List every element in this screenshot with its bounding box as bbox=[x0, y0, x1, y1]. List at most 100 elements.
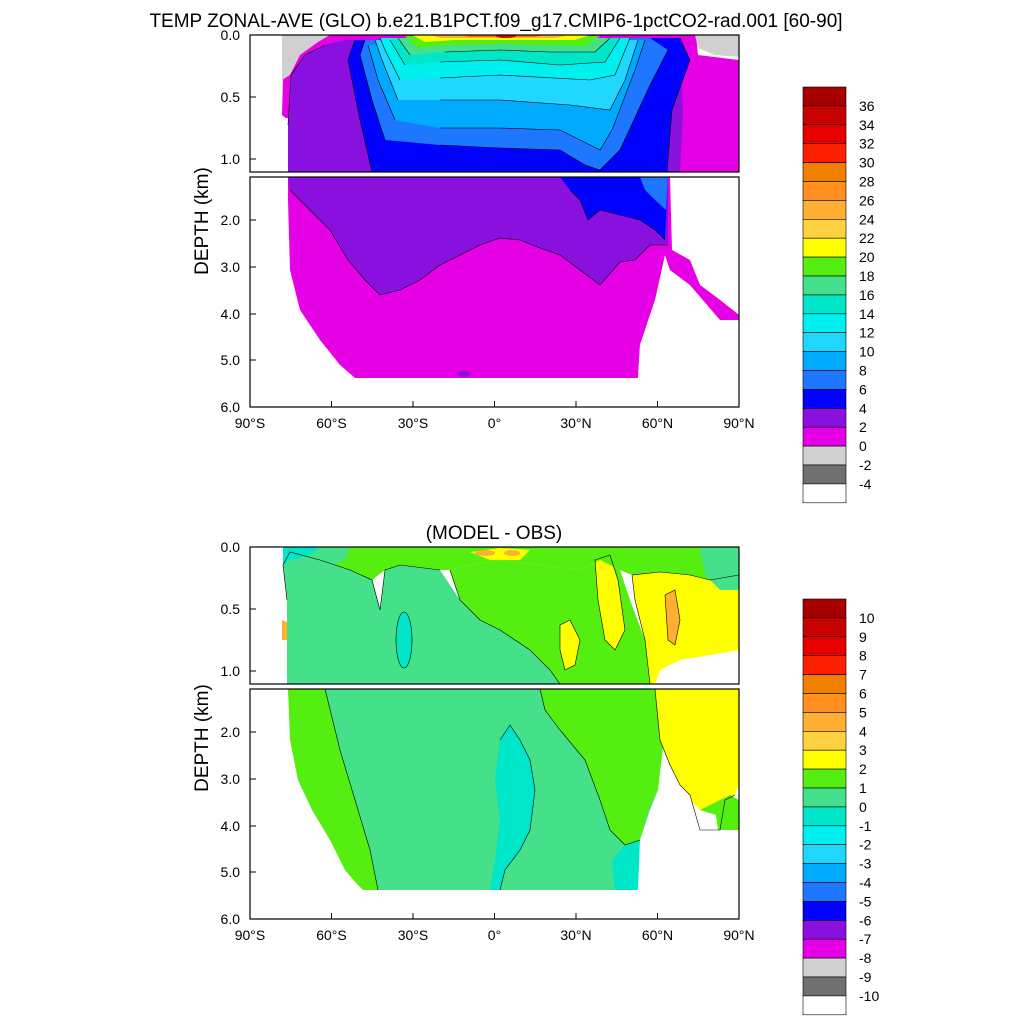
bias-region-2-3 bbox=[632, 572, 739, 684]
bias-colorbar-label: -5 bbox=[859, 893, 872, 909]
bias-ytick-label: 4.0 bbox=[221, 818, 241, 834]
bias-colorbar-label: 7 bbox=[859, 667, 867, 683]
temp-colorbar-label: 22 bbox=[859, 230, 875, 246]
temp-colorbar-label: 12 bbox=[859, 325, 875, 341]
temp-colorbar-label: 20 bbox=[859, 249, 875, 265]
bias-colorbar-label: -3 bbox=[859, 856, 872, 872]
temp-xtick-label: 0° bbox=[488, 415, 501, 431]
bias-colorbar-label: 5 bbox=[859, 704, 867, 720]
temp-colorbar-label: 16 bbox=[859, 287, 875, 303]
temp-colorbar-box bbox=[802, 370, 847, 390]
temp-colorbar-box bbox=[802, 389, 847, 409]
temp-ytick-label: 1.0 bbox=[221, 151, 241, 167]
temp-colorbar-box bbox=[802, 313, 847, 333]
temp-colorbar-box bbox=[802, 237, 847, 258]
temp-colorbar-box bbox=[802, 445, 847, 466]
bias-colorbar-box bbox=[802, 919, 847, 940]
bias-colorbar-box bbox=[802, 957, 847, 978]
temp-colorbar-label: 4 bbox=[859, 400, 867, 416]
temp-colorbar-label: 18 bbox=[859, 268, 875, 284]
temp-colorbar-box bbox=[802, 407, 847, 428]
temp-xtick-label: 90°N bbox=[723, 415, 754, 431]
bias-ylabel: DEPTH (km) bbox=[192, 684, 213, 792]
temp-deep-6-8 bbox=[640, 177, 668, 210]
bias-colorbar-box bbox=[802, 598, 847, 619]
temp-colorbar-box bbox=[802, 86, 847, 107]
temp-colorbar-label: 6 bbox=[859, 381, 867, 397]
bias-colorbar-label: -1 bbox=[859, 818, 872, 834]
temp-land-antarctica-up bbox=[250, 35, 282, 172]
bias-title: (MODEL - OBS) bbox=[426, 523, 563, 544]
bias-colorbar-box bbox=[802, 863, 847, 883]
bias-colorbar-label: 4 bbox=[859, 723, 867, 739]
bias-surface-warm bbox=[283, 547, 739, 580]
temp-upper-frame bbox=[249, 34, 740, 173]
bias-xtick-label: 0° bbox=[488, 927, 501, 943]
bias-cold-patch bbox=[396, 612, 412, 668]
temp-colorbar-box bbox=[802, 162, 847, 182]
bias-colorbar-label: -8 bbox=[859, 950, 872, 966]
bias-colorbar-label: 3 bbox=[859, 742, 867, 758]
bias-colorbar-box bbox=[802, 730, 847, 751]
temp-colorbar-label: 28 bbox=[859, 174, 875, 190]
temp-ytick-label: 6.0 bbox=[221, 399, 241, 415]
bias-colorbar-box bbox=[802, 768, 847, 789]
bias-colorbar-label: -4 bbox=[859, 875, 872, 891]
bias-colorbar-box bbox=[802, 882, 847, 902]
bias-upper-yticks: 0.0 0.5 1.0 bbox=[221, 539, 256, 679]
temp-colorbar-box bbox=[802, 483, 847, 504]
bias-xtick-label: 30°N bbox=[560, 927, 591, 943]
temp-colorbar-label: 14 bbox=[859, 306, 875, 322]
bias-colorbar-box bbox=[802, 995, 847, 1016]
temp-colorbar-label: 0 bbox=[859, 438, 867, 454]
bias-colorbar-label: 8 bbox=[859, 648, 867, 664]
temp-upper-yticks: 0.0 0.5 1.0 bbox=[221, 27, 256, 167]
bias-colorbar-label: -6 bbox=[859, 912, 872, 928]
bias-colorbar-box bbox=[802, 693, 847, 713]
temp-upper-contours bbox=[287, 37, 691, 172]
bias-lower-contours bbox=[324, 689, 736, 891]
temp-ytick-label: 0.5 bbox=[221, 89, 241, 105]
bias-ytick-label: 0.0 bbox=[221, 539, 241, 555]
temp-plot: 0.0 0.5 1.0 2.0 3.0 4.0 5.0 6.0 90°S 60°S… bbox=[192, 27, 755, 431]
bias-lower-field bbox=[250, 689, 739, 919]
bias-region-0-1 bbox=[283, 552, 560, 684]
bias-colorbar-label: 0 bbox=[859, 799, 867, 815]
temp-ytick-label: 5.0 bbox=[221, 352, 241, 368]
temp-colorbar-box bbox=[802, 426, 847, 447]
bias-xticks: 90°S 60°S 30°S 0° 30°N 60°N 90°N bbox=[235, 913, 755, 943]
bias-colorbar-box bbox=[802, 655, 847, 675]
temp-colorbar-label: 24 bbox=[859, 211, 875, 227]
temp-colorbar-label: 2 bbox=[859, 419, 867, 435]
bias-colorbar-box bbox=[802, 787, 847, 808]
temp-ytick-label: 2.0 bbox=[221, 212, 241, 228]
temp-ytick-label: 3.0 bbox=[221, 259, 241, 275]
bias-colorbar-label: 10 bbox=[859, 610, 875, 626]
temp-colorbar-box bbox=[802, 256, 847, 277]
temp-colorbar-box bbox=[802, 219, 847, 239]
bias-colorbar-label: 6 bbox=[859, 686, 867, 702]
temp-xtick-label: 30°S bbox=[398, 415, 429, 431]
temp-colorbar-label: 30 bbox=[859, 155, 875, 171]
bias-land-lower bbox=[250, 689, 363, 919]
temp-ylabel: DEPTH (km) bbox=[192, 167, 213, 275]
bias-colorbar-box bbox=[802, 617, 847, 638]
bias-colorbar-box bbox=[802, 636, 847, 656]
bias-xtick-label: 60°N bbox=[642, 927, 673, 943]
temp-colorbar-box bbox=[802, 181, 847, 201]
temp-colorbar-box bbox=[802, 124, 847, 145]
bias-ytick-label: 0.5 bbox=[221, 601, 241, 617]
temp-deep-2-4 bbox=[288, 177, 668, 295]
bias-xtick-label: 90°S bbox=[235, 927, 266, 943]
bias-plot: 0.0 0.5 1.0 2.0 3.0 4.0 5.0 6.0 90°S 60°S… bbox=[192, 539, 755, 943]
temp-colorbar-box bbox=[802, 464, 847, 485]
temp-lower-yticks: 2.0 3.0 4.0 5.0 6.0 bbox=[221, 212, 256, 415]
bias-ytick-label: 6.0 bbox=[221, 911, 241, 927]
bias-deep-2-3 bbox=[655, 689, 739, 830]
temp-colorbar-label: 36 bbox=[859, 98, 875, 114]
bias-land-antarctica-up bbox=[250, 600, 282, 684]
bias-colorbar-box bbox=[802, 749, 847, 770]
temp-colorbar-box bbox=[802, 275, 847, 296]
